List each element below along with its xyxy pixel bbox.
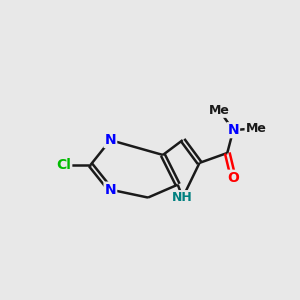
- Text: NH: NH: [172, 191, 193, 204]
- Text: Me: Me: [246, 122, 266, 135]
- Text: Me: Me: [209, 104, 230, 117]
- Text: N: N: [105, 133, 116, 147]
- Text: N: N: [105, 183, 116, 196]
- Text: Cl: Cl: [56, 158, 71, 172]
- Text: O: O: [227, 171, 239, 185]
- Text: N: N: [227, 123, 239, 137]
